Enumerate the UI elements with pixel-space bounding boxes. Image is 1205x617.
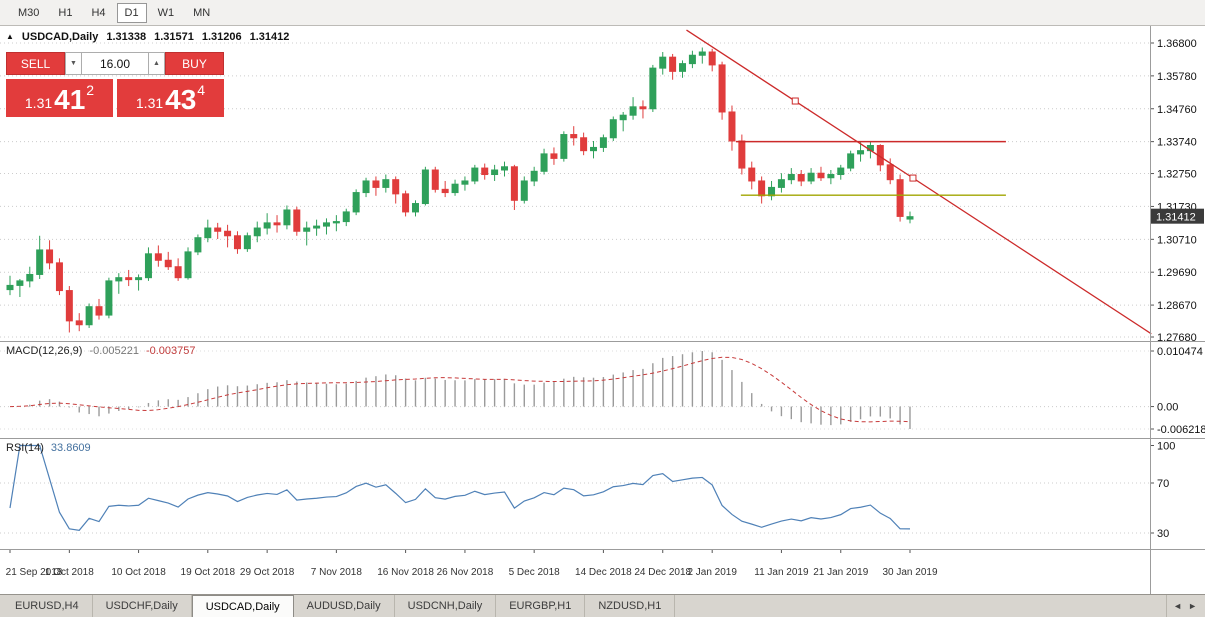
timeframe-tab-m30[interactable]: M30 [10, 3, 47, 23]
svg-text:1.29690: 1.29690 [1157, 267, 1197, 279]
svg-text:29 Oct 2018: 29 Oct 2018 [240, 567, 295, 578]
chart-tab-usdcad-daily[interactable]: USDCAD,Daily [191, 595, 294, 617]
svg-text:-0.006218: -0.006218 [1157, 424, 1205, 436]
svg-text:21 Sep 2018: 21 Sep 2018 [6, 567, 63, 578]
one-click-collapse-icon[interactable]: ▲ [6, 32, 14, 41]
sell-button[interactable]: SELL [6, 52, 65, 75]
svg-text:16 Nov 2018: 16 Nov 2018 [377, 567, 434, 578]
chart-tabs-bar: EURUSD,H4 USDCHF,Daily USDCAD,Daily AUDU… [0, 594, 1205, 617]
svg-text:5 Dec 2018: 5 Dec 2018 [509, 567, 561, 578]
ohlc-high: 1.31571 [154, 31, 194, 43]
svg-text:30: 30 [1157, 528, 1169, 540]
trendline-handle[interactable] [791, 97, 799, 105]
timeframe-tab-w1[interactable]: W1 [150, 3, 183, 23]
svg-text:11 Jan 2019: 11 Jan 2019 [754, 567, 809, 578]
timeframe-toolbar: M30 H1 H4 D1 W1 MN [0, 0, 1205, 26]
ohlc-open: 1.31338 [106, 31, 147, 43]
price-axis-labels: 1.368001.357801.347601.337401.327501.317… [1150, 38, 1197, 344]
volume-increase-button[interactable]: ▲ [148, 52, 165, 75]
chart-tab-nzdusd-h1[interactable]: NZDUSD,H1 [585, 595, 676, 617]
timeframe-tab-h4[interactable]: H4 [83, 3, 113, 23]
buy-price-point: 4 [197, 82, 206, 98]
rsi-indicator-header: RSI(14) 33.8609 [6, 442, 91, 454]
svg-text:1.35780: 1.35780 [1157, 71, 1197, 83]
timeframe-tab-h1[interactable]: H1 [50, 3, 80, 23]
rsi-value: 33.8609 [50, 442, 91, 454]
chart-tab-usdchf-daily[interactable]: USDCHF,Daily [93, 595, 192, 617]
svg-text:100: 100 [1157, 441, 1175, 453]
svg-text:0.00: 0.00 [1157, 402, 1178, 414]
svg-text:10 Oct 2018: 10 Oct 2018 [111, 567, 166, 578]
ohlc-low: 1.31206 [201, 31, 242, 43]
svg-text:19 Oct 2018: 19 Oct 2018 [181, 567, 236, 578]
sell-price-prefix: 1.31 [24, 95, 53, 111]
svg-text:7 Nov 2018: 7 Nov 2018 [311, 567, 363, 578]
rsi-line [9, 444, 910, 531]
sell-price-point: 2 [86, 82, 95, 98]
svg-text:1 Oct 2018: 1 Oct 2018 [45, 567, 94, 578]
chart-tab-usdcnh-daily[interactable]: USDCNH,Daily [395, 595, 497, 617]
macd-histogram [19, 351, 911, 429]
svg-text:26 Nov 2018: 26 Nov 2018 [437, 567, 494, 578]
svg-text:1.36800: 1.36800 [1157, 38, 1197, 50]
timeframe-tab-d1[interactable]: D1 [116, 2, 147, 23]
chart-canvas[interactable]: 1.36800 1.35780 1.34760 1.33740 1.32750 1.31 7… [0, 26, 1205, 594]
rsi-label: RSI(14) [6, 442, 44, 454]
tab-scroll-controls: ◄ ► [1166, 595, 1205, 617]
svg-text:0.010474: 0.010474 [1157, 346, 1203, 358]
tabs-scroll-left-icon[interactable]: ◄ [1173, 601, 1183, 611]
candlestick-series [6, 47, 914, 333]
buy-button[interactable]: BUY [165, 52, 224, 75]
svg-text:21 Jan 2019: 21 Jan 2019 [813, 567, 868, 578]
chart-tab-eurusd-h4[interactable]: EURUSD,H4 [2, 595, 93, 617]
macd-main-value: -0.005221 [89, 345, 139, 357]
chart-tab-eurgbp-h1[interactable]: EURGBP,H1 [496, 595, 586, 617]
current-price-text: 1.31412 [1156, 212, 1196, 224]
trendline-handle[interactable] [909, 174, 917, 182]
symbol-title: USDCAD,Daily [21, 31, 99, 43]
descending-trendline[interactable] [686, 29, 1152, 335]
svg-text:24 Dec 2018: 24 Dec 2018 [634, 567, 691, 578]
svg-text:70: 70 [1157, 478, 1169, 490]
ohlc-close: 1.31412 [249, 31, 290, 43]
macd-label: MACD(12,26,9) [6, 345, 83, 357]
macd-indicator-header: MACD(12,26,9) -0.005221 -0.003757 [6, 345, 196, 357]
timeframe-tab-mn[interactable]: MN [185, 3, 218, 23]
volume-input[interactable] [82, 52, 148, 75]
svg-text:1.27680: 1.27680 [1157, 332, 1197, 344]
chart-tab-audusd-daily[interactable]: AUDUSD,Daily [294, 595, 395, 617]
macd-signal-line [9, 356, 911, 423]
current-price-tag [1151, 208, 1204, 224]
svg-text:2 Jan 2019: 2 Jan 2019 [687, 567, 737, 578]
buy-price-display[interactable]: 1.31 43 4 [117, 79, 224, 117]
buy-price-prefix: 1.31 [135, 95, 164, 111]
chart-tabs: EURUSD,H4 USDCHF,Daily USDCAD,Daily AUDU… [0, 595, 1166, 617]
buy-price-pips: 43 [165, 84, 197, 116]
volume-decrease-button[interactable]: ▼ [65, 52, 82, 75]
rsi-axis-labels: 100 70 30 [1150, 441, 1175, 540]
svg-text:1.33740: 1.33740 [1157, 137, 1197, 149]
tabs-scroll-right-icon[interactable]: ► [1188, 601, 1197, 611]
svg-text:14 Dec 2018: 14 Dec 2018 [575, 567, 632, 578]
sell-price-display[interactable]: 1.31 41 2 [6, 79, 113, 117]
chart-ohlc-header: ▲ USDCAD,Daily 1.31338 1.31571 1.31206 1… [6, 31, 289, 43]
macd-signal-value: -0.003757 [145, 345, 196, 357]
sell-price-pips: 41 [54, 84, 86, 116]
svg-text:1.34760: 1.34760 [1157, 104, 1197, 116]
svg-text:1.28670: 1.28670 [1157, 300, 1197, 312]
svg-text:30 Jan 2019: 30 Jan 2019 [882, 567, 937, 578]
svg-text:1.32750: 1.32750 [1157, 169, 1197, 181]
svg-text:1.30710: 1.30710 [1157, 234, 1197, 246]
